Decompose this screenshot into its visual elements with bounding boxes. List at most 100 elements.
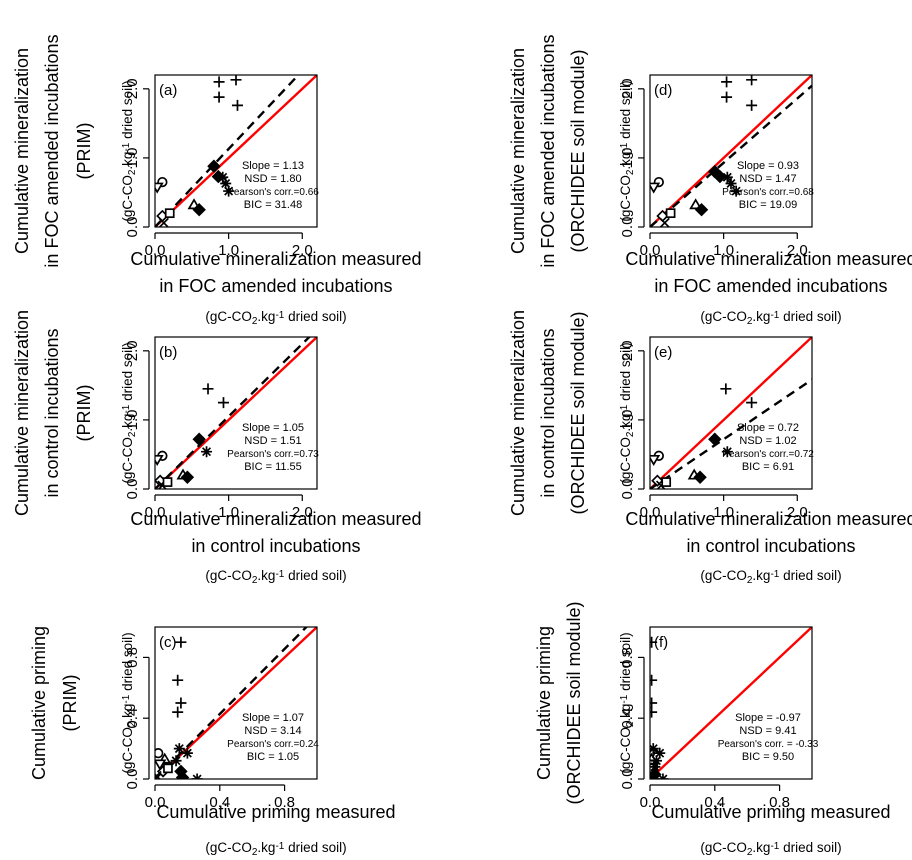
x-tick-label-e-2: 2.0 xyxy=(787,504,808,521)
y-tick-label-d-2: 2.0 xyxy=(619,78,636,99)
x-tick-label-d-0: 0.0 xyxy=(640,242,661,259)
data-point-plus-1 xyxy=(650,674,658,686)
data-point-plus-1 xyxy=(721,91,733,103)
stat-line-a-2: Pearson's corr.=0.66 xyxy=(227,187,319,198)
x-unit-a: (gC-CO2.kg-1 dried soil) xyxy=(205,309,346,327)
y-tick-label-d-0: 0.0 xyxy=(619,217,636,238)
y-label-a-2: (PRIM) xyxy=(74,123,94,180)
regression-line-d xyxy=(650,84,812,227)
data-point-diamond-10 xyxy=(192,203,206,217)
x-tick-label-b-1: 1.0 xyxy=(218,504,239,521)
y-label-e-0: Cumulative mineralization xyxy=(508,310,528,516)
plot-area-e xyxy=(650,337,812,489)
x-tick-label-e-1: 1.0 xyxy=(713,504,734,521)
stat-line-b-1: NSD = 1.51 xyxy=(244,435,301,447)
stat-line-e-0: Slope = 0.72 xyxy=(737,422,799,434)
stat-line-b-2: Pearson's corr.=0.73 xyxy=(227,449,319,460)
stat-line-e-2: Pearson's corr.=0.72 xyxy=(722,449,814,460)
y-label-d-0: Cumulative mineralization xyxy=(508,48,528,254)
x-tick-label-f-0: 0.0 xyxy=(640,794,661,811)
y-tick-label-f-2: 0.8 xyxy=(619,647,636,668)
data-point-plus-1 xyxy=(746,397,758,409)
data-point-diamond-8 xyxy=(180,470,195,484)
data-point-triangle-down-5 xyxy=(155,182,164,194)
data-point-star-10 xyxy=(650,743,659,755)
y-label-f-1: (ORCHIDEE soil module) xyxy=(564,601,584,804)
x-label-b-1: in control incubations xyxy=(191,536,360,556)
y-tick-label-c-0: 0.0 xyxy=(124,769,141,790)
data-point-plus-2 xyxy=(746,75,758,86)
y-tick-label-b-0: 0.0 xyxy=(124,479,141,500)
stat-line-b-3: BIC = 11.55 xyxy=(244,461,302,473)
data-point-square-open-6 xyxy=(162,477,173,487)
data-point-plus-0 xyxy=(202,383,214,395)
y-tick-label-f-1: 0.4 xyxy=(619,708,636,729)
plot-frame-e xyxy=(649,336,813,490)
plot-area-d xyxy=(650,75,812,227)
one-to-one-line-e xyxy=(650,337,812,489)
regression-line-a xyxy=(155,75,301,227)
data-point-plus-0 xyxy=(175,636,187,648)
panel-tag-e: (e) xyxy=(654,344,672,361)
x-label-c-0: Cumulative priming measured xyxy=(156,802,395,822)
y-unit-f: (gC-CO2.kg-1 dried soil) xyxy=(618,632,636,773)
data-point-diamond-15 xyxy=(650,767,662,779)
x-tick-label-a-2: 2.0 xyxy=(292,242,313,259)
data-point-diamond-8 xyxy=(693,470,707,484)
y-label-e-1: in control incubations xyxy=(538,328,558,497)
data-point-cross-7 xyxy=(659,217,670,227)
data-point-plus-2 xyxy=(230,75,242,86)
data-point-diamond-9 xyxy=(192,432,206,446)
x-label-e-0: Cumulative mineralization measured xyxy=(625,509,912,529)
x-label-a-0: Cumulative mineralization measured xyxy=(130,249,421,269)
x-unit-c: (gC-CO2.kg-1 dried soil) xyxy=(205,840,346,858)
x-unit-b: (gC-CO2.kg-1 dried soil) xyxy=(205,568,346,586)
data-point-star-15 xyxy=(223,185,235,197)
data-point-triangle-down-5 xyxy=(650,182,661,194)
data-point-triangle-down-3 xyxy=(155,454,164,466)
data-point-plus-1 xyxy=(172,674,184,686)
y-tick-label-e-1: 1.0 xyxy=(619,409,636,430)
data-point-diamond-9 xyxy=(708,432,722,446)
stat-line-c-2: Pearson's corr.=0.24 xyxy=(227,739,319,750)
y-tick-label-b-2: 2.0 xyxy=(124,340,141,361)
x-tick-label-b-2: 2.0 xyxy=(292,504,313,521)
x-tick-label-e-0: 0.0 xyxy=(640,504,661,521)
x-tick-label-c-0: 0.0 xyxy=(145,794,166,811)
data-point-cross-7 xyxy=(158,217,169,227)
y-label-d-2: (ORCHIDEE soil module) xyxy=(568,49,588,252)
data-point-triangle-down-6 xyxy=(155,759,167,771)
x-tick-label-c-1: 0.4 xyxy=(209,794,230,811)
y-tick-label-f-0: 0.0 xyxy=(619,769,636,790)
y-label-a-0: Cumulative mineralization xyxy=(12,48,32,254)
data-point-star-14 xyxy=(725,177,737,189)
x-label-a-1: in FOC amended incubations xyxy=(159,276,392,296)
data-point-plus-3 xyxy=(746,99,758,111)
data-point-star-12 xyxy=(650,755,662,767)
data-point-plus-0 xyxy=(720,383,732,395)
y-unit-b: (gC-CO2.kg-1 dried soil) xyxy=(120,342,138,483)
data-point-plus-3 xyxy=(231,99,243,111)
data-point-diamond-15 xyxy=(175,770,190,779)
y-label-f-0: Cumulative priming xyxy=(534,626,554,780)
y-label-b-0: Cumulative mineralization xyxy=(12,310,32,516)
y-label-e-2: (ORCHIDEE soil module) xyxy=(568,311,588,514)
data-point-plus-0 xyxy=(213,76,225,88)
data-point-plus-3 xyxy=(650,706,658,718)
data-point-plus-1 xyxy=(213,91,225,103)
plot-area-a xyxy=(155,75,317,227)
stat-line-e-3: BIC = 6.91 xyxy=(742,461,794,473)
data-point-diamond-11 xyxy=(207,159,221,173)
plot-frame-d xyxy=(649,74,813,228)
plot-frame-a xyxy=(154,74,318,228)
stat-line-f-2: Pearson's corr. = -0.33 xyxy=(718,739,819,750)
data-point-star-13 xyxy=(721,171,733,183)
y-label-a-1: in FOC amended incubations xyxy=(42,34,62,267)
y-tick-label-e-0: 0.0 xyxy=(619,479,636,500)
data-point-star-11 xyxy=(181,747,193,759)
x-tick-label-f-2: 0.8 xyxy=(769,794,790,811)
data-point-star-10 xyxy=(721,446,733,458)
